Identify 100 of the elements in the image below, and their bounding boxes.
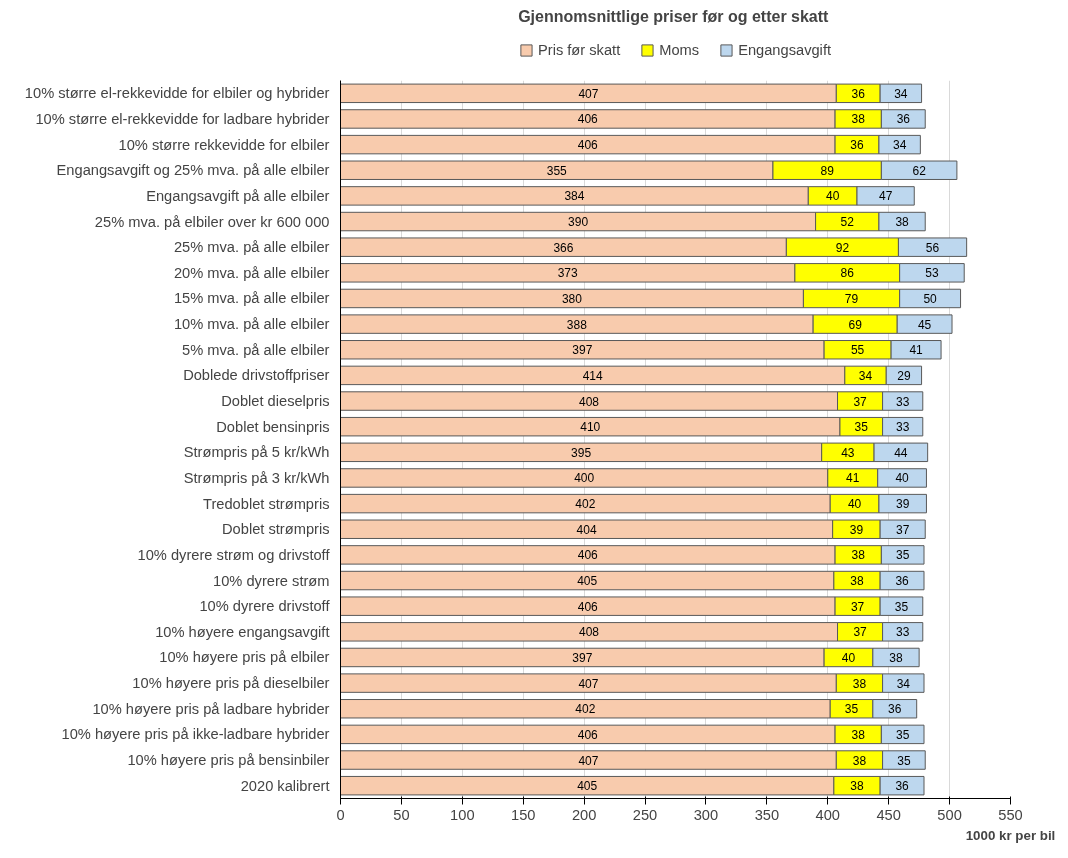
y-tick-label: 10% høyere engangsavgift [155,623,330,640]
data-label: 40 [825,189,840,204]
data-label: 407 [578,86,599,101]
data-label: 39 [896,497,910,512]
y-tick-label: 25% mva. på elbiler over kr 600 000 [94,213,330,230]
y-tick-label: Engangsavgift og 25% mva. på alle elbiler [56,162,330,179]
data-label: 62 [912,163,927,178]
y-tick-label: 5% mva. på alle elbiler [182,341,330,358]
data-label: 34 [894,86,908,101]
y-tick-label: 10% høyere pris på ikke-ladbare hybrider [61,726,330,743]
x-tick-label: 500 [937,806,962,823]
data-label: 38 [850,574,865,589]
data-label: 36 [895,779,910,794]
data-label: 405 [577,574,598,589]
x-axis-title: 1000 kr per bil [965,827,1056,843]
data-label: 408 [579,394,600,409]
data-label: 406 [577,548,599,563]
y-tick-label: Doblede drivstoffpriser [183,367,330,384]
data-label: 37 [896,522,910,537]
data-label: 34 [896,676,911,691]
data-label: 406 [577,599,599,614]
data-label: 33 [896,625,910,640]
data-label: 35 [897,753,911,768]
y-tick-label: 10% større rekkevidde for elbiler [118,136,330,153]
data-label: 406 [577,112,599,127]
y-tick-label: 15% mva. på alle elbiler [173,290,330,307]
data-label: 89 [820,163,835,178]
y-tick-label: 10% høyere pris på bensinbiler [127,752,330,769]
y-tick-label: 10% dyrere strøm og drivstoff [137,546,331,563]
y-tick-label: 2020 kalibrert [240,777,330,794]
y-tick-label: Strømpris på 5 kr/kWh [183,444,330,461]
y-tick-label: Doblet bensinpris [216,418,330,435]
data-label: 36 [850,138,865,153]
y-tick-label: 10% høyere pris på elbiler [159,649,330,666]
y-tick-label: 10% dyrere drivstoff [199,598,331,615]
x-tick-label: 450 [876,806,901,823]
data-label: 53 [925,266,939,281]
y-tick-label: 10% høyere pris på ladbare hybrider [92,700,330,717]
data-label: 34 [858,368,873,383]
data-label: 384 [564,189,585,204]
data-label: 33 [896,420,910,435]
y-tick-label: 10% dyrere strøm [213,572,330,589]
x-tick-label: 250 [632,806,658,823]
data-label: 44 [894,445,908,460]
data-label: 36 [888,702,902,717]
data-label: 373 [557,266,579,281]
data-label: 390 [568,215,589,230]
legend-label: Pris før skatt [537,41,621,58]
data-label: 407 [578,753,599,768]
data-label: 355 [546,163,568,178]
x-tick-label: 50 [393,806,410,823]
data-label: 36 [896,112,911,127]
data-label: 36 [851,86,866,101]
data-label: 38 [850,779,865,794]
data-label: 405 [577,779,598,794]
data-label: 407 [578,676,599,691]
x-tick-label: 400 [815,806,841,823]
y-tick-label: 25% mva. på alle elbiler [173,239,330,256]
data-label: 50 [923,291,938,306]
x-tick-label: 200 [571,806,597,823]
data-label: 395 [571,445,592,460]
data-label: 69 [848,317,863,332]
data-label: 408 [579,625,600,640]
data-label: 35 [894,599,909,614]
y-tick-label: Doblet strømpris [222,521,330,538]
data-label: 79 [844,291,859,306]
data-label: 41 [846,471,860,486]
x-tick-label: 0 [336,806,345,823]
data-label: 29 [897,368,911,383]
x-tick-label: 150 [511,806,536,823]
legend-label: Moms [659,41,700,58]
y-tick-label: Doblet dieselpris [221,393,330,410]
data-label: 388 [566,317,588,332]
data-label: 400 [574,471,595,486]
y-tick-label: 10% høyere pris på dieselbiler [132,675,330,692]
data-label: 36 [895,574,910,589]
data-label: 34 [892,138,907,153]
data-label: 402 [575,702,596,717]
data-label: 45 [917,317,932,332]
data-label: 35 [844,702,859,717]
data-label: 37 [850,599,865,614]
data-label: 397 [572,650,593,665]
data-label: 38 [895,215,910,230]
data-label: 40 [847,497,862,512]
data-label: 414 [582,368,603,383]
data-label: 35 [854,420,869,435]
data-label: 38 [851,548,866,563]
data-label: 40 [841,650,856,665]
legend-label: Engangsavgift [738,41,832,58]
data-label: 380 [561,291,583,306]
x-tick-label: 100 [450,806,475,823]
data-label: 38 [851,112,866,127]
data-label: 38 [851,727,866,742]
y-tick-label: Engangsavgift på alle elbiler [146,187,330,204]
y-tick-label: 10% større el-rekkevidde for ladbare hybrider [35,110,330,127]
data-label: 366 [553,240,574,255]
y-tick-label: Strømpris på 3 kr/kWh [183,469,330,486]
data-label: 404 [576,522,597,537]
data-label: 35 [896,548,910,563]
data-label: 37 [853,394,868,409]
